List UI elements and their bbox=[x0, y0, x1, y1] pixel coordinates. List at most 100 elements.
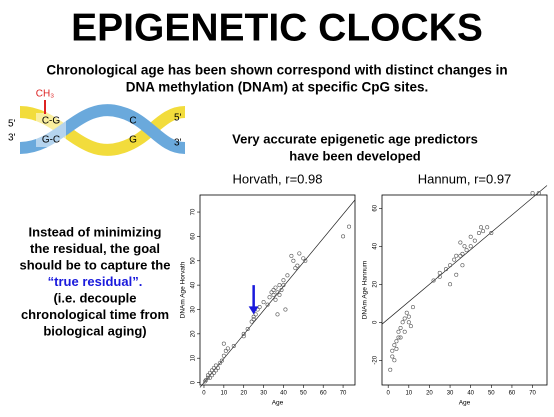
point bbox=[402, 329, 407, 334]
point bbox=[202, 379, 207, 384]
y-tick-label: 40 bbox=[191, 281, 197, 288]
chart-title: Horvath, r=0.98 bbox=[233, 171, 323, 186]
point bbox=[460, 251, 465, 256]
point bbox=[275, 312, 280, 317]
point bbox=[277, 292, 282, 297]
point bbox=[205, 375, 210, 380]
y-tick-label: 0 bbox=[191, 380, 197, 384]
fit-line bbox=[199, 199, 356, 388]
point bbox=[398, 335, 403, 340]
point bbox=[221, 341, 226, 346]
point bbox=[443, 267, 448, 272]
point bbox=[398, 325, 403, 330]
y-tick-label: 20 bbox=[373, 280, 379, 287]
point bbox=[464, 248, 469, 253]
point bbox=[406, 320, 411, 325]
point bbox=[253, 312, 258, 317]
left-text-line: Instead of minimizing bbox=[29, 224, 162, 239]
point bbox=[347, 224, 352, 229]
x-tick-label: 30 bbox=[260, 391, 267, 397]
point bbox=[251, 314, 256, 319]
point bbox=[408, 324, 413, 329]
strand-end: 3' bbox=[8, 133, 16, 144]
point bbox=[406, 314, 411, 319]
point bbox=[267, 295, 272, 300]
point bbox=[293, 266, 298, 271]
fit-line bbox=[381, 185, 548, 325]
y-tick-label: 70 bbox=[191, 208, 197, 215]
x-tick-label: 40 bbox=[280, 391, 287, 397]
y-tick-label: -20 bbox=[373, 355, 379, 364]
x-tick-label: 60 bbox=[320, 391, 327, 397]
point bbox=[219, 358, 224, 363]
point bbox=[207, 370, 212, 375]
y-tick-label: 30 bbox=[191, 305, 197, 312]
point bbox=[301, 256, 306, 261]
x-axis-label: Age bbox=[272, 400, 284, 407]
x-tick-label: 0 bbox=[387, 391, 391, 397]
y-tick-label: 40 bbox=[373, 242, 379, 249]
point bbox=[390, 354, 395, 359]
strand-end: 5' bbox=[8, 119, 16, 130]
point bbox=[213, 368, 218, 373]
point bbox=[249, 319, 254, 324]
point bbox=[261, 300, 266, 305]
y-axis-label: DNAm Age Horvath bbox=[180, 261, 187, 318]
left-text-line: (i.e. decouple bbox=[53, 290, 136, 305]
point bbox=[396, 329, 401, 334]
x-tick-label: 0 bbox=[202, 391, 206, 397]
x-tick-label: 70 bbox=[340, 391, 347, 397]
subtitle: Chronological age has been shown corresp… bbox=[46, 63, 507, 78]
base: C bbox=[129, 116, 136, 127]
point bbox=[223, 348, 228, 353]
point bbox=[221, 353, 226, 358]
methyl-label: CH₃ bbox=[36, 89, 55, 100]
point bbox=[275, 290, 280, 295]
x-axis-label: Age bbox=[459, 400, 471, 407]
point bbox=[437, 274, 442, 279]
point bbox=[257, 305, 262, 310]
point bbox=[295, 263, 300, 268]
title: EPIGENETIC CLOCKS bbox=[71, 6, 483, 49]
heading: have been developed bbox=[289, 148, 421, 163]
point bbox=[404, 310, 409, 315]
x-tick-label: 60 bbox=[509, 391, 516, 397]
y-tick-label: 60 bbox=[191, 232, 197, 239]
base-pair-box bbox=[36, 113, 66, 147]
left-text: Instead of minimizing the residual, the g… bbox=[20, 224, 171, 338]
point bbox=[394, 339, 399, 344]
left-text-line: chronological time from bbox=[21, 307, 169, 322]
y-tick-label: 50 bbox=[191, 257, 197, 264]
point bbox=[251, 317, 256, 322]
point bbox=[410, 305, 415, 310]
point bbox=[271, 292, 276, 297]
point bbox=[396, 335, 401, 340]
point bbox=[530, 191, 535, 196]
point bbox=[281, 283, 286, 288]
point bbox=[291, 258, 296, 263]
x-tick-label: 10 bbox=[221, 391, 228, 397]
base-pair: G-C bbox=[42, 135, 60, 146]
dna-graphic: CH₃ 5' 3' 5' 3' C-G G-C C G bbox=[8, 89, 186, 156]
x-tick-label: 10 bbox=[405, 391, 412, 397]
point bbox=[392, 358, 397, 363]
point bbox=[273, 285, 278, 290]
y-tick-label: 60 bbox=[373, 204, 379, 211]
point bbox=[394, 346, 399, 351]
point bbox=[448, 263, 453, 268]
point bbox=[203, 378, 208, 383]
y-tick-label: 20 bbox=[191, 330, 197, 337]
x-tick-label: 50 bbox=[488, 391, 495, 397]
plot-frame bbox=[199, 194, 356, 386]
point bbox=[390, 348, 395, 353]
x-tick-label: 20 bbox=[426, 391, 433, 397]
x-tick-label: 70 bbox=[529, 391, 536, 397]
point bbox=[402, 316, 407, 321]
point bbox=[297, 251, 302, 256]
point bbox=[211, 365, 216, 370]
point bbox=[225, 346, 230, 351]
point bbox=[452, 257, 457, 262]
point bbox=[476, 231, 481, 236]
left-text-line: biological aging) bbox=[43, 323, 146, 338]
